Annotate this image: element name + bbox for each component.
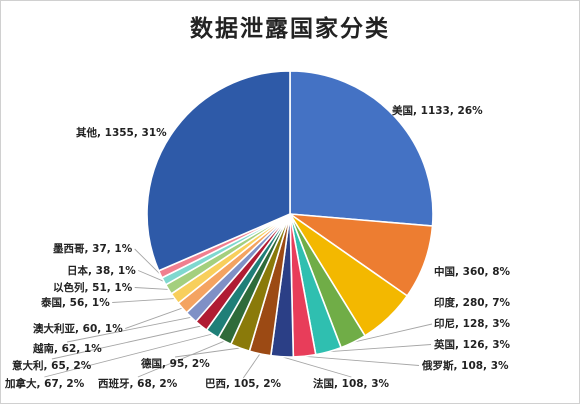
slice-label: 印度, 280, 7%	[434, 296, 511, 309]
slice-label: 澳大利亚, 60, 1%	[33, 322, 123, 335]
leader-line	[304, 355, 420, 366]
pie-slice	[146, 70, 291, 272]
slice-label: 加拿大, 67, 2%	[4, 377, 85, 390]
slice-label: 其他, 1355, 31%	[76, 126, 167, 139]
leader-line	[125, 307, 183, 329]
leader-line	[175, 347, 241, 358]
slice-label: 中国, 360, 8%	[434, 265, 511, 278]
leader-line	[137, 340, 225, 378]
leader-line	[134, 248, 161, 275]
slice-label: 以色列, 51, 1%	[53, 281, 133, 294]
leader-line	[328, 344, 432, 353]
leader-line	[353, 323, 433, 343]
leader-line	[51, 325, 202, 360]
slice-label: 美国, 1133, 26%	[392, 104, 483, 117]
leader-line	[134, 287, 169, 290]
slice-label: 越南, 62, 1%	[32, 342, 102, 355]
leader-line	[242, 353, 261, 379]
slice-label: 巴西, 105, 2%	[205, 378, 282, 390]
slice-label: 法国, 108, 3%	[313, 377, 390, 390]
slice-label: 日本, 38, 1%	[67, 264, 136, 277]
slice-label: 俄罗斯, 108, 3%	[421, 359, 509, 372]
leader-line	[67, 316, 192, 343]
slice-label: 意大利, 65, 2%	[12, 359, 92, 372]
slice-label: 西班牙, 68, 2%	[98, 377, 178, 390]
slice-label: 泰国, 56, 1%	[40, 296, 110, 309]
slice-label: 墨西哥, 37, 1%	[53, 243, 133, 255]
slice-label: 英国, 126, 3%	[433, 338, 511, 351]
leader-line	[138, 270, 164, 282]
pie-slice	[289, 70, 434, 227]
leader-line	[281, 356, 352, 378]
slice-label: 印尼, 128, 3%	[434, 318, 511, 330]
leader-line	[44, 333, 213, 378]
leader-line	[112, 298, 175, 303]
chart-title: 数据泄露国家分类	[190, 15, 390, 42]
slice-label: 德国, 95, 2%	[140, 357, 210, 370]
